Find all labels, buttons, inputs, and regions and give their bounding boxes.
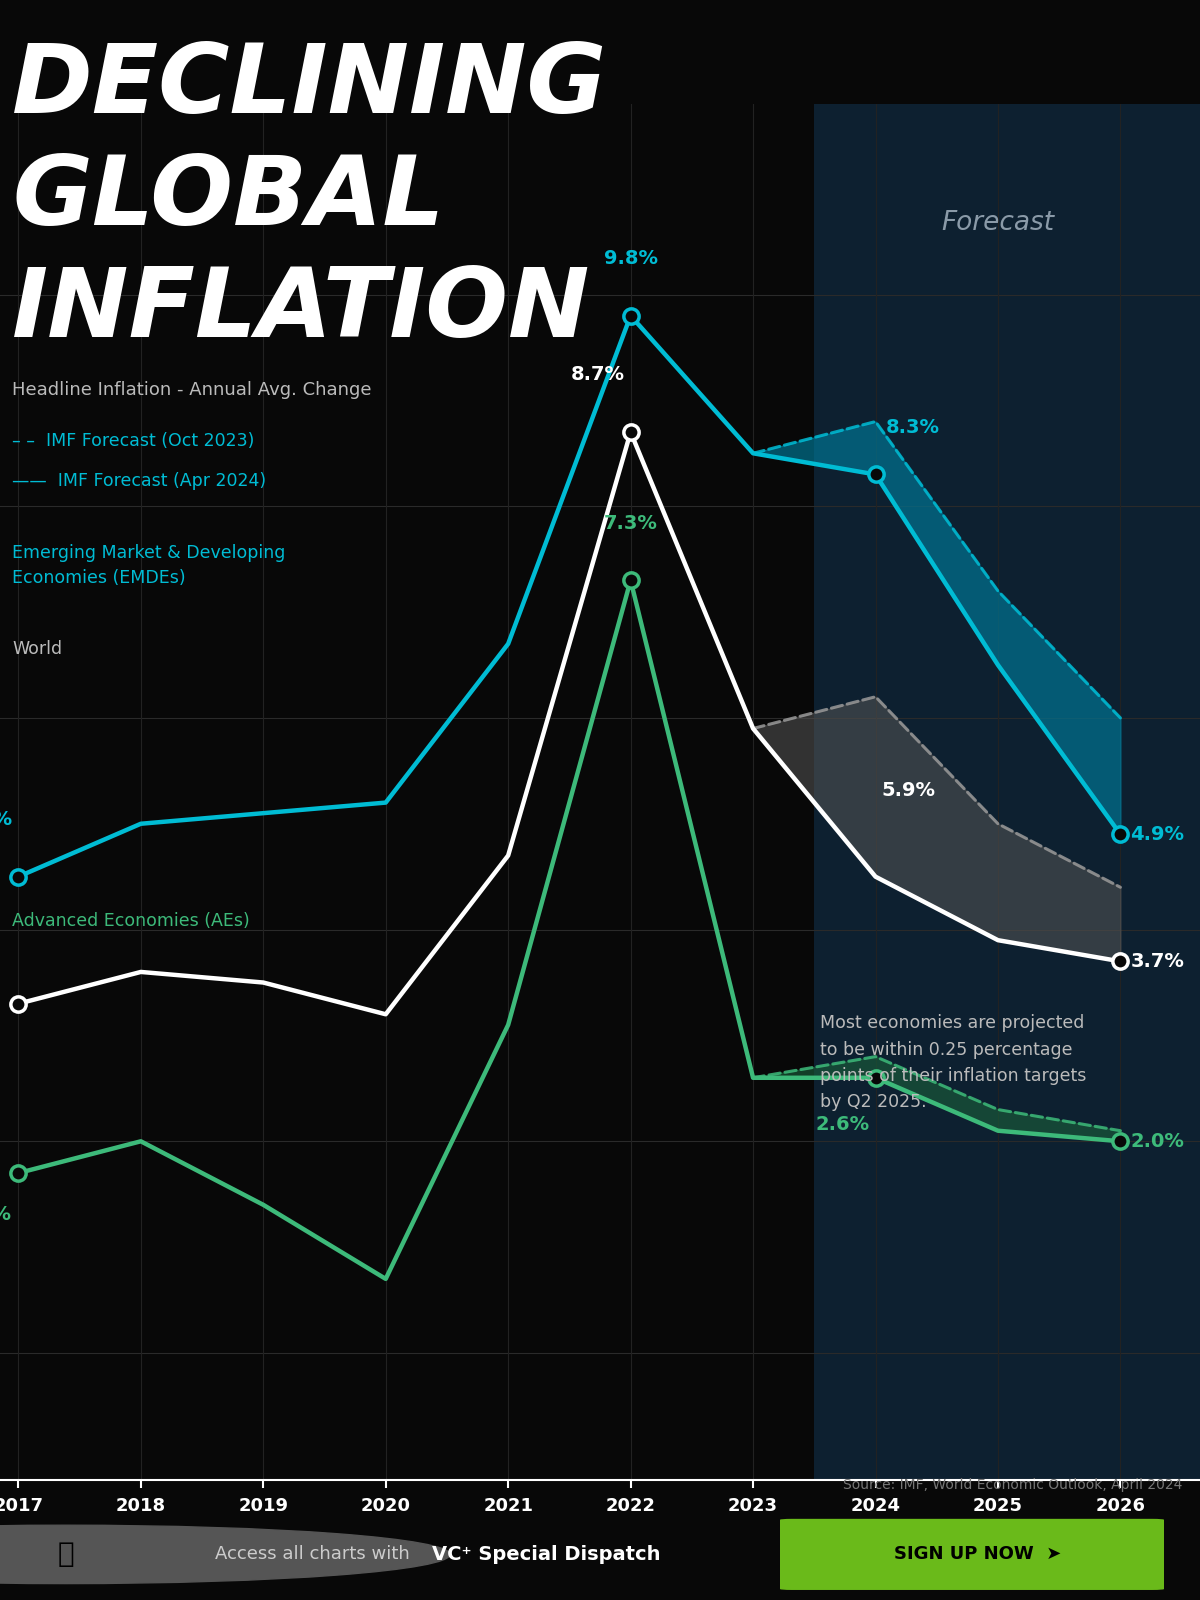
Circle shape bbox=[0, 1525, 450, 1584]
Text: 8.3%: 8.3% bbox=[886, 419, 940, 437]
Text: Source: IMF, World Economic Outlook, April 2024: Source: IMF, World Economic Outlook, Apr… bbox=[842, 1478, 1182, 1493]
Text: Emerging Market & Developing
Economies (EMDEs): Emerging Market & Developing Economies (… bbox=[12, 544, 286, 587]
Text: SIGN UP NOW  ➤: SIGN UP NOW ➤ bbox=[894, 1546, 1062, 1563]
FancyBboxPatch shape bbox=[780, 1518, 1164, 1590]
Text: 5.9%: 5.9% bbox=[882, 781, 936, 800]
Text: Access all charts with: Access all charts with bbox=[215, 1546, 409, 1563]
Text: 2.0%: 2.0% bbox=[1130, 1131, 1184, 1150]
Text: 2.6%: 2.6% bbox=[815, 1115, 869, 1134]
Text: 7.3%: 7.3% bbox=[604, 514, 658, 533]
Bar bbox=[815, 104, 1200, 1480]
Text: 🐸: 🐸 bbox=[58, 1541, 74, 1568]
Text: DECLINING: DECLINING bbox=[12, 40, 607, 133]
Text: 9.8%: 9.8% bbox=[604, 250, 658, 269]
Text: – –  IMF Forecast (Oct 2023): – – IMF Forecast (Oct 2023) bbox=[12, 432, 254, 450]
Text: 1.7%: 1.7% bbox=[0, 1205, 12, 1224]
Text: INFLATION: INFLATION bbox=[12, 264, 590, 357]
Text: GLOBAL: GLOBAL bbox=[12, 152, 444, 245]
Text: VC⁺ Special Dispatch: VC⁺ Special Dispatch bbox=[432, 1546, 660, 1563]
Text: 4.5%: 4.5% bbox=[0, 810, 12, 829]
Text: 8.7%: 8.7% bbox=[570, 365, 624, 384]
Text: 4.9%: 4.9% bbox=[1130, 826, 1184, 843]
Text: Headline Inflation - Annual Avg. Change: Headline Inflation - Annual Avg. Change bbox=[12, 381, 372, 398]
Text: Advanced Economies (AEs): Advanced Economies (AEs) bbox=[12, 912, 250, 930]
Text: Most economies are projected
to be within 0.25 percentage
points of their inflat: Most economies are projected to be withi… bbox=[821, 1014, 1087, 1112]
Text: ——  IMF Forecast (Apr 2024): —— IMF Forecast (Apr 2024) bbox=[12, 472, 266, 490]
Text: 3.7%: 3.7% bbox=[1130, 952, 1184, 971]
Text: World: World bbox=[12, 640, 62, 658]
Text: Forecast: Forecast bbox=[941, 210, 1055, 235]
